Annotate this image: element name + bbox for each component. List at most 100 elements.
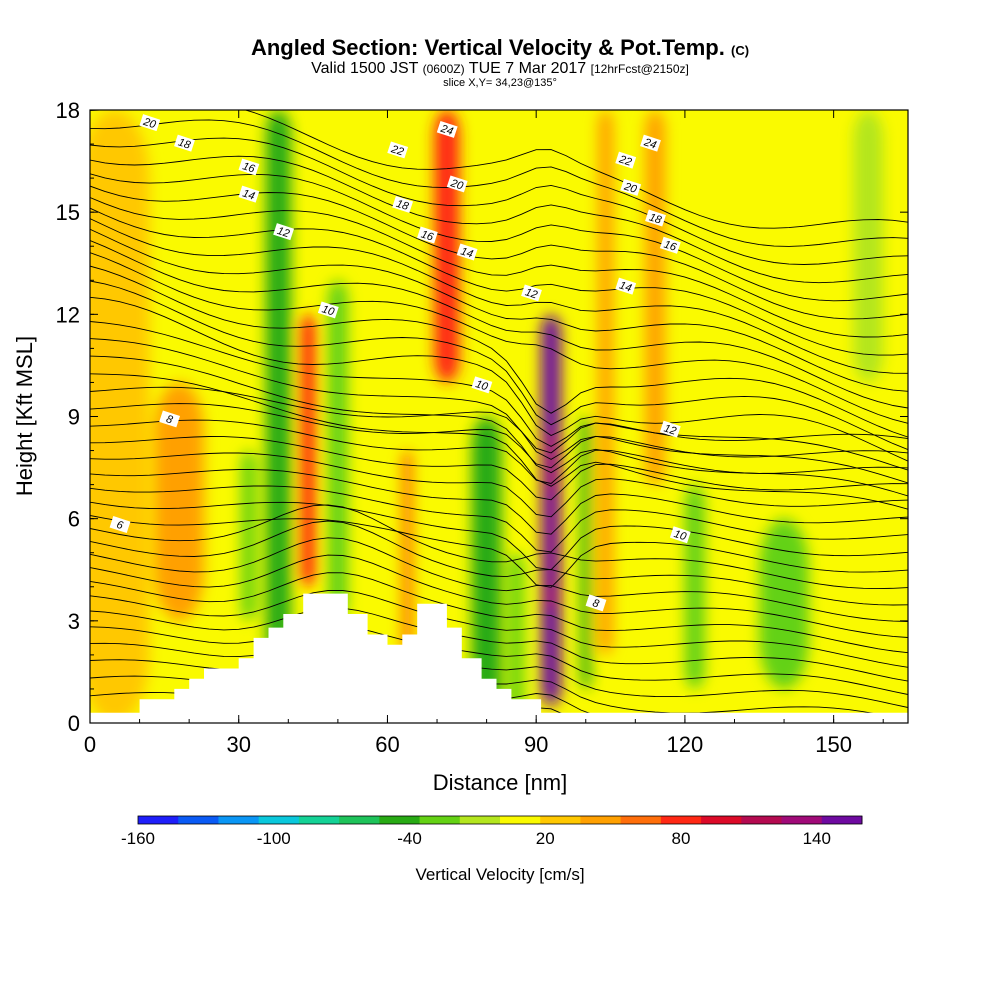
contour-label: 20	[139, 114, 161, 131]
contour-label-text: 14	[618, 280, 633, 295]
x-axis-label: Distance [nm]	[433, 770, 568, 795]
isentrope-line	[90, 504, 908, 590]
chart-title-suffix: (C)	[731, 43, 750, 58]
isentrope-line	[90, 280, 908, 451]
isentrope-line	[90, 625, 908, 695]
contour-label-text: 18	[177, 137, 193, 152]
colorbar-swatch	[540, 816, 581, 824]
velocity-cell-5	[327, 280, 348, 621]
isentrope-line	[90, 590, 908, 668]
contour-label-bg	[436, 120, 458, 138]
contour-label: 12	[521, 284, 542, 302]
y-tick-label: 3	[68, 609, 80, 634]
contour-label-bg	[659, 420, 681, 438]
x-tick-label: 90	[524, 732, 548, 757]
isentrope-line	[90, 469, 908, 535]
contour-label-bg	[521, 284, 542, 302]
velocity-cell-3	[241, 450, 257, 621]
chart-title-block: Angled Section: Vertical Velocity & Pot.…	[0, 36, 1000, 90]
contour-label-text: 24	[642, 136, 658, 152]
isentrope-line	[90, 296, 908, 462]
contour-label-bg	[669, 526, 691, 544]
forecast-info: [12hrFcst@2150z]	[590, 62, 689, 76]
isentrope-line	[90, 173, 908, 302]
colorbar-swatch	[178, 816, 219, 824]
isentrope-line	[90, 207, 908, 356]
isentrope-line	[90, 338, 908, 484]
y-tick-label: 15	[56, 200, 80, 225]
isentrope-line	[90, 520, 908, 606]
contour-label-text: 14	[241, 188, 256, 203]
velocity-cell-16	[853, 110, 884, 383]
isentrope-line	[90, 119, 908, 247]
contour-label: 14	[238, 185, 260, 203]
y-tick-label: 6	[68, 507, 80, 532]
contour-label-text: 6	[115, 519, 125, 533]
x-tick-label: 120	[667, 732, 704, 757]
x-tick-label: 60	[375, 732, 399, 757]
colorbar-tick-label: -100	[257, 829, 291, 848]
contour-label-bg	[174, 134, 195, 152]
colorbar-label: Vertical Velocity [cm/s]	[415, 865, 584, 884]
potential-temperature-contours	[90, 110, 908, 723]
colorbar-swatch	[339, 816, 380, 824]
colorbar-swatch	[258, 816, 300, 824]
contour-label-text: 10	[320, 303, 336, 318]
contour-label-bg	[620, 178, 642, 196]
velocity-cell-1	[154, 382, 205, 621]
contour-label: 16	[416, 226, 438, 244]
contour-label-text: 18	[648, 211, 664, 226]
colorbar-swatch	[781, 816, 823, 824]
contour-label-bg	[238, 185, 260, 203]
contour-label-text: 12	[524, 286, 539, 301]
contour-label-bg	[585, 594, 607, 612]
contour-label-text: 22	[617, 153, 633, 169]
contour-label-bg	[109, 516, 131, 534]
velocity-cell-4	[300, 314, 316, 587]
contour-label-bg	[645, 209, 666, 227]
contour-label: 14	[456, 243, 478, 261]
contour-label-text: 8	[591, 597, 601, 611]
contour-label: 12	[659, 420, 681, 438]
isentrope-line	[90, 485, 908, 553]
colorbar-swatch	[218, 816, 260, 824]
contour-label: 8	[159, 410, 181, 428]
colorbar-tick-label: 20	[536, 829, 555, 848]
isentrope-line	[90, 373, 908, 510]
colorbar-swatch	[379, 816, 421, 824]
isentrope-line	[90, 240, 908, 409]
contour-label-text: 10	[474, 378, 490, 393]
valid-time: Valid 1500 JST	[311, 60, 419, 77]
isentrope-line	[90, 155, 908, 284]
plot-area: 20 18 16 14 12 10 8 6 22 18 16 24 20 14 12 10 24 22 20 18 16…	[90, 110, 908, 723]
contour-label: 10	[669, 526, 691, 544]
contour-label-bg	[273, 223, 295, 241]
contour-label-bg	[471, 376, 493, 394]
contour-label: 22	[615, 151, 637, 169]
isentrope-line	[90, 572, 908, 654]
x-tick-label: 0	[84, 732, 96, 757]
colorbar-swatch	[500, 816, 541, 824]
velocity-cell-6	[402, 450, 413, 655]
contour-labels: 20 18 16 14 12 10 8 6 22 18 16 24 20 14 12 10 24 22 20 18 16…	[109, 114, 691, 612]
contour-label-bg	[392, 195, 414, 213]
contour-label: 16	[659, 236, 681, 254]
isentrope-line	[90, 252, 908, 424]
contour-label: 20	[620, 178, 642, 196]
contour-label-text: 16	[419, 228, 435, 243]
terrain-mask	[90, 593, 908, 723]
contour-label-text: 10	[672, 528, 688, 543]
colorbar-tick-label: 80	[672, 829, 691, 848]
valid-date: TUE 7 Mar 2017	[468, 60, 587, 77]
isentrope-line	[90, 265, 908, 438]
axes: 0 30 60 90 120 150 0 3 6 9 12 15 18	[56, 98, 908, 757]
contour-label: 24	[640, 134, 661, 152]
colorbar-tick-label: 140	[803, 829, 831, 848]
contour-label: 18	[645, 209, 666, 227]
colorbar-swatch	[620, 816, 662, 824]
velocity-cell-2	[265, 110, 291, 689]
velocity-cell-14	[684, 484, 705, 689]
isentrope-line	[90, 554, 908, 638]
contour-label-bg	[640, 134, 661, 152]
